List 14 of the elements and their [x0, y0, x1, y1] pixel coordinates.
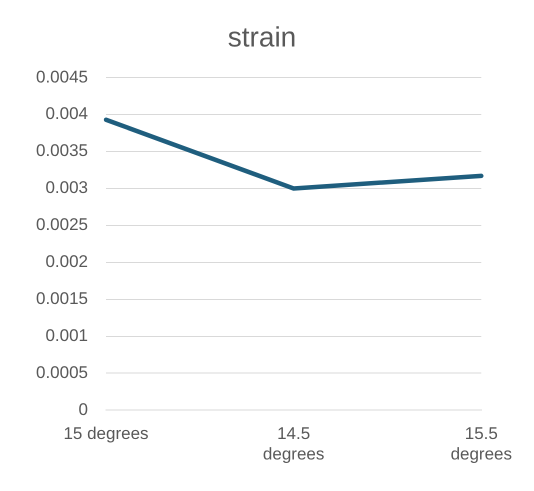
y-tick-label: 0.004	[45, 104, 88, 124]
y-tick-label: 0.0035	[36, 141, 88, 160]
y-tick-label: 0.0045	[36, 67, 88, 86]
y-tick-label: 0.001	[45, 326, 88, 345]
chart-title: strain	[228, 22, 296, 53]
y-tick-label: 0	[78, 400, 88, 419]
x-tick-label: 14.5 degrees	[262, 424, 324, 464]
y-tick-label: 0.0015	[36, 289, 88, 308]
y-tick-label: 0.0025	[36, 215, 88, 234]
y-tick-label: 0.002	[45, 252, 88, 272]
x-tick-label: 15 degrees	[63, 424, 149, 444]
y-tick-label: 0.003	[45, 178, 88, 198]
y-tick-label: 0.0005	[36, 362, 88, 382]
x-tick-label: 15.5 degrees	[450, 424, 512, 464]
